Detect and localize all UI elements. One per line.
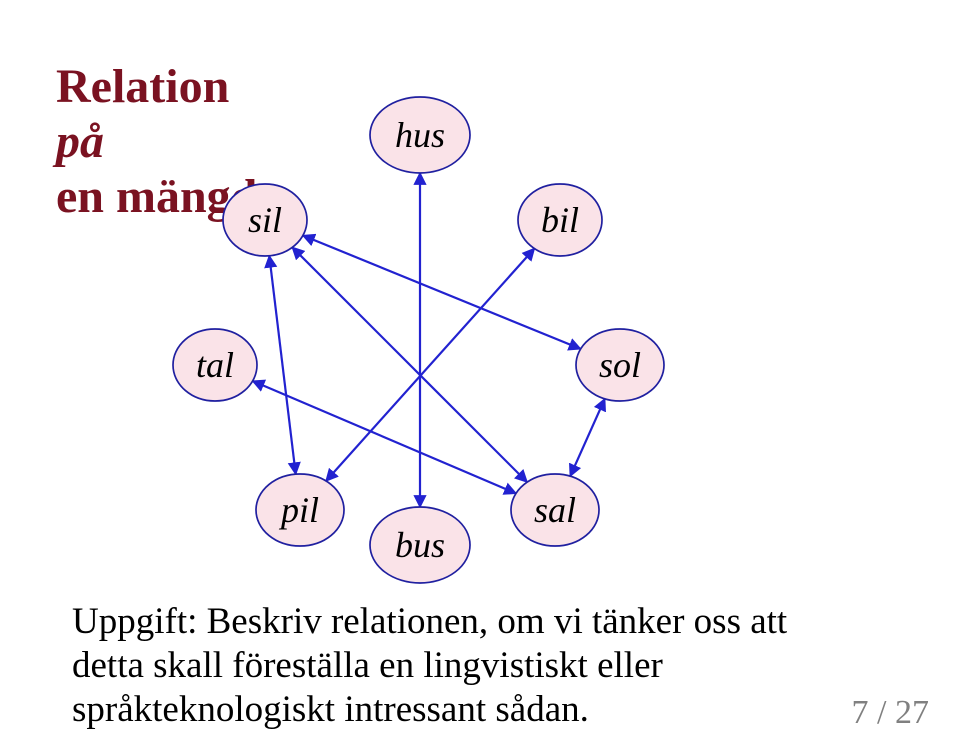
page-number: 7 / 27 [852,694,929,732]
page-sep: / [869,694,895,731]
caption-line2: detta skall föreställa en lingvistiskt e… [72,644,787,688]
page: Relation på en mängd hussilbiltalsolpilb… [0,0,959,742]
node-sal: sal [511,474,599,546]
node-pil: pil [256,474,344,546]
edge-sol-sal [570,399,605,476]
node-bus: bus [370,507,470,583]
node-tal: tal [173,329,257,401]
edge-sil-sol [303,236,581,349]
edge-sil-pil [269,256,295,474]
node-bil: bil [518,184,602,256]
node-hus: hus [370,97,470,173]
node-label-tal: tal [196,345,234,385]
page-total: 27 [895,694,929,731]
node-label-bil: bil [541,200,579,240]
node-label-sil: sil [248,200,282,240]
edge-bil-pil [326,249,534,482]
node-label-pil: pil [278,490,319,530]
node-sil: sil [223,184,307,256]
node-label-sol: sol [599,345,641,385]
caption-line1: Uppgift: Beskriv relationen, om vi tänke… [72,600,787,644]
page-current: 7 [852,694,869,731]
node-label-sal: sal [534,490,576,530]
node-label-hus: hus [395,115,445,155]
caption-line3: språkteknologiskt intressant sådan. [72,688,787,732]
node-sol: sol [576,329,664,401]
node-label-bus: bus [395,525,445,565]
exercise-caption: Uppgift: Beskriv relationen, om vi tänke… [72,600,787,732]
